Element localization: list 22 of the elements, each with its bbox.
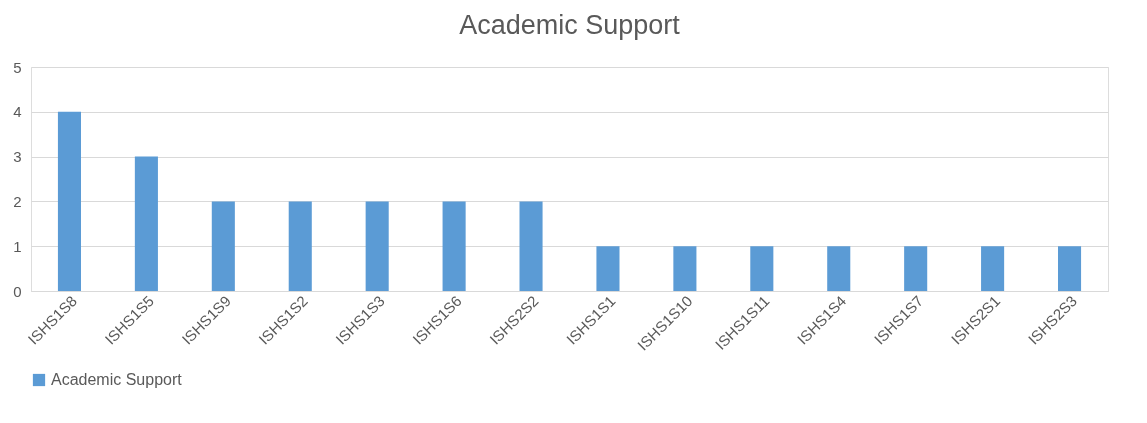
chart-title: Academic Support	[459, 10, 681, 40]
bar	[596, 246, 620, 291]
bar	[827, 246, 851, 291]
bar	[904, 246, 928, 291]
bar	[750, 246, 774, 291]
y-tick-label: 2	[13, 192, 22, 210]
y-tick-label: 0	[13, 282, 22, 300]
bar	[57, 111, 81, 291]
y-tick-label: 1	[13, 237, 22, 255]
bar	[134, 156, 158, 291]
bar	[519, 201, 543, 291]
y-tick-label: 4	[13, 103, 22, 121]
bar	[673, 246, 697, 291]
bar	[211, 201, 235, 291]
bar	[365, 201, 389, 291]
bar	[981, 246, 1005, 291]
y-tick-label: 5	[13, 58, 22, 76]
legend-label: Academic Support	[51, 371, 183, 388]
bar	[442, 201, 466, 291]
bar	[1058, 246, 1082, 291]
bar	[288, 201, 312, 291]
y-tick-label: 3	[13, 148, 22, 166]
